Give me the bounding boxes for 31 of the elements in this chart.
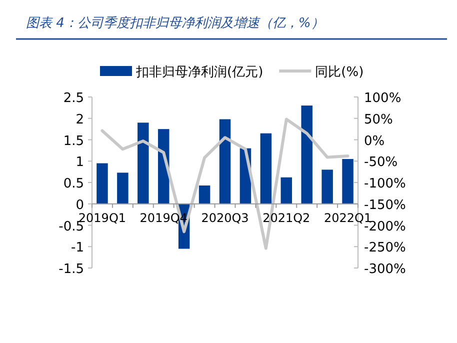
y2-tick-label: -300% [364,262,406,277]
bar [117,172,128,204]
bar [280,177,292,204]
y2-tick-label: -250% [364,240,406,256]
bar [342,158,354,204]
bar [301,106,312,204]
y-tick-label: -1.5 [58,262,84,277]
legend-label: 扣非归母净利润(亿元) [135,65,264,80]
bar [96,163,108,204]
bar [260,133,272,204]
y-tick-label: 2.5 [63,91,84,106]
chart-title: 图表 4：公司季度扣非归母净利润及增速（亿，%） [26,15,324,31]
bar [198,185,210,204]
y2-tick-label: -100% [364,176,406,192]
y-tick-label: 0 [76,198,84,213]
y2-tick-label: 0% [364,134,385,149]
y2-tick-label: 100% [364,91,402,106]
bar [219,119,231,204]
y2-tick-label: -50% [364,155,398,170]
y-tick-label: 1.5 [63,134,84,149]
y-tick-label: -1 [71,240,84,256]
legend-label: 同比(%) [315,65,364,80]
y-tick-label: 1 [76,155,84,170]
y-tick-label: 2 [76,112,84,128]
x-tick-label: 2020Q3 [201,210,249,225]
y-tick-label: 0.5 [63,176,84,192]
bar [138,122,149,204]
y2-tick-label: 50% [364,112,393,128]
bar [322,170,333,204]
x-tick-label: 2021Q2 [262,210,310,225]
y2-tick-label: -150% [364,198,406,213]
